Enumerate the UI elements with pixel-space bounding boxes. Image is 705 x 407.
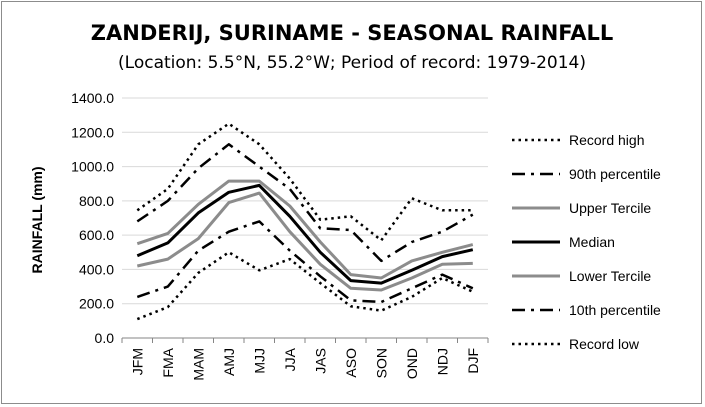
series-line-record-high <box>136 122 473 242</box>
series-line-median <box>136 183 474 285</box>
legend-label: 10th percentile <box>569 302 661 318</box>
x-tick-label: FMA <box>160 347 176 377</box>
chart-subtitle: (Location: 5.5°N, 55.2°W; Period of reco… <box>118 53 586 73</box>
legend-label: 90th percentile <box>569 166 661 182</box>
x-tick-label: JJA <box>282 347 298 371</box>
legend-label: Median <box>569 234 615 250</box>
legend: Record high 90th percentile Upper Tercile M… <box>512 132 661 352</box>
legend-label: Lower Tercile <box>569 268 651 284</box>
x-tick-label: SON <box>373 348 389 378</box>
x-tick-label: MAM <box>190 348 206 381</box>
series-line-lower-tercile <box>136 191 473 292</box>
x-tick-label: ASO <box>343 348 359 378</box>
x-tick-label: NDJ <box>434 348 450 375</box>
y-tick-label: 200.0 <box>79 296 114 312</box>
x-tick-label: OND <box>404 348 420 379</box>
y-tick-label: 1400.0 <box>71 90 114 106</box>
y-tick-label: 600.0 <box>79 227 114 243</box>
y-tick-label: 800.0 <box>79 193 114 209</box>
x-tick-label: AMJ <box>221 348 237 376</box>
x-axis-ticks: JFM FMA MAM AMJ MJJ JJA JAS ASO SON OND NDJ DJF <box>121 338 489 381</box>
series-line-10th-percentile <box>136 220 474 304</box>
y-tick-label: 1200.0 <box>71 124 114 140</box>
legend-label: Record high <box>569 132 645 148</box>
x-tick-label: JFM <box>129 348 145 375</box>
series-lines <box>136 122 474 321</box>
y-axis-label: RAINFALL (mm) <box>29 166 45 273</box>
series-line-upper-tercile <box>136 179 474 280</box>
legend-label: Record low <box>569 336 640 352</box>
y-tick-label: 400.0 <box>79 261 114 277</box>
x-tick-label: JAS <box>312 348 328 374</box>
y-tick-label: 1000.0 <box>71 159 114 175</box>
y-axis-ticks: 0.0 200.0 400.0 600.0 800.0 1000.0 1200.0 1400.… <box>71 90 114 346</box>
chart-title: ZANDERIJ, SURINAME - SEASONAL RAINFALL <box>91 21 613 45</box>
legend-label: Upper Tercile <box>569 200 651 216</box>
x-tick-label: MJJ <box>251 348 267 374</box>
gridlines <box>122 97 488 339</box>
x-tick-label: DJF <box>465 348 481 374</box>
y-tick-label: 0.0 <box>95 330 115 346</box>
series-line-record-low <box>136 251 474 321</box>
series-line-90th-percentile <box>136 143 474 263</box>
